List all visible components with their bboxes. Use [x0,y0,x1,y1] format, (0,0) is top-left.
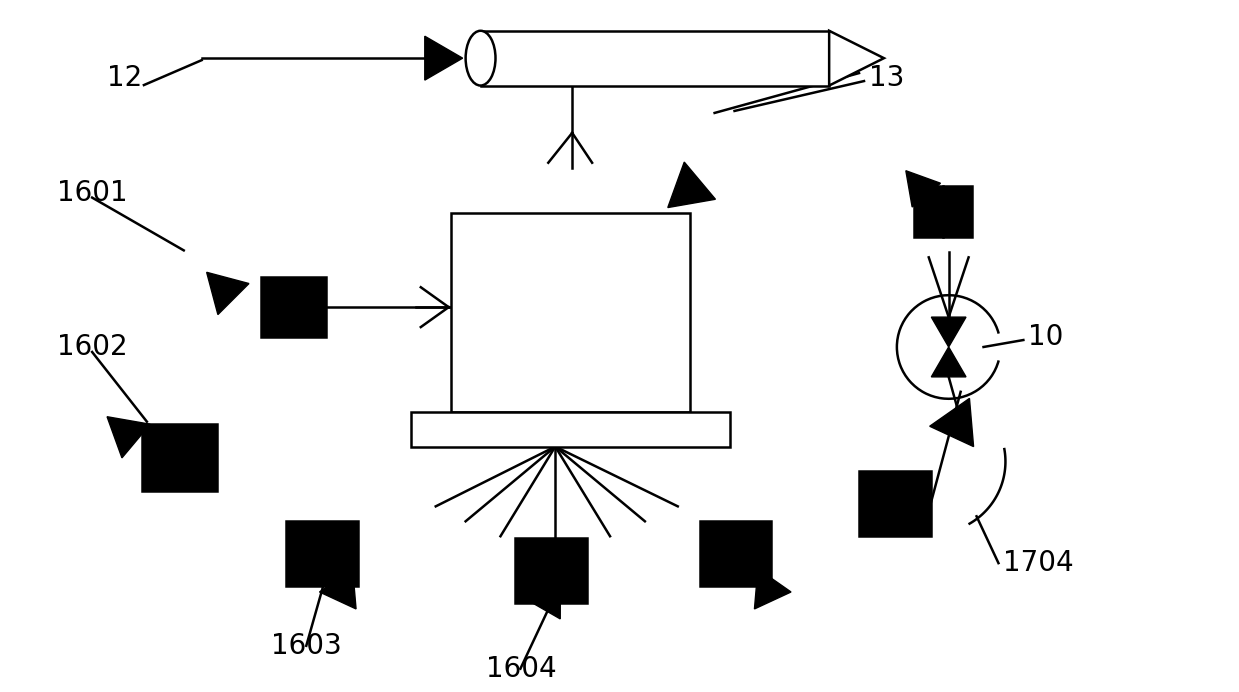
Text: 13: 13 [869,64,904,92]
Polygon shape [829,30,883,86]
Polygon shape [107,417,150,458]
Bar [411,412,730,446]
Bar [286,521,358,586]
Polygon shape [320,569,356,609]
Polygon shape [932,347,966,377]
Polygon shape [207,272,249,315]
Text: 1604: 1604 [486,655,556,683]
Ellipse shape [466,30,496,86]
Polygon shape [906,171,940,207]
Bar [451,212,690,412]
Text: 1601: 1601 [57,179,128,207]
Polygon shape [668,162,715,208]
Polygon shape [755,569,790,609]
Bar [700,521,772,586]
Text: 12: 12 [107,64,142,92]
Polygon shape [425,36,462,80]
Bar [515,538,587,603]
Text: 1602: 1602 [57,333,128,361]
Bar [142,424,217,491]
Polygon shape [929,399,974,446]
Bar [481,30,829,86]
Text: 1704: 1704 [1004,549,1074,577]
Bar [859,471,930,536]
Text: 1603: 1603 [271,632,342,659]
Polygon shape [525,579,560,619]
Bar [261,277,326,337]
Text: 10: 10 [1028,323,1064,351]
Polygon shape [932,317,966,347]
Bar [914,185,971,237]
